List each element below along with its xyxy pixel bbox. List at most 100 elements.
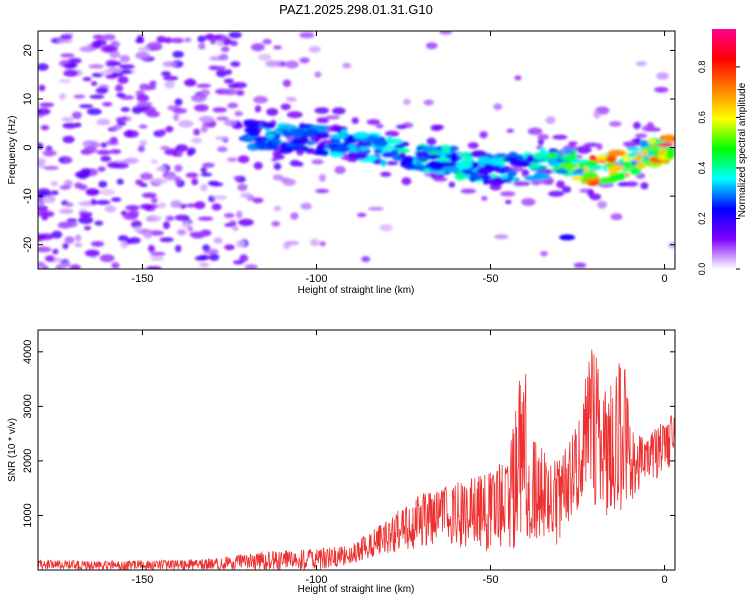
colorbar: 0.0 0.2 0.4 0.6 0.8 Normalized spectral ampl…	[697, 29, 748, 275]
spectrogram-blob	[60, 53, 75, 58]
spectrogram-blob	[290, 212, 299, 220]
spectrogram-blob	[625, 181, 639, 187]
spectrogram-blob	[119, 64, 135, 70]
spectrogram-blob	[163, 221, 170, 230]
spectrogram-blob	[38, 108, 51, 116]
spectrogram-ridge-blob	[623, 161, 633, 169]
spectrogram-blob	[137, 145, 145, 153]
spectrogram-blob	[583, 142, 600, 147]
spectrogram-feature	[559, 234, 576, 241]
spectrogram-blob	[224, 244, 235, 251]
spectrogram-blob	[38, 246, 52, 253]
spectrogram-ridge-blob	[266, 132, 275, 139]
spectrogram-blob	[299, 57, 310, 64]
spectrogram-blob	[232, 226, 239, 231]
spectrogram-blob	[489, 183, 502, 191]
spectrogram-blob	[244, 264, 258, 269]
spectrogram-blob	[63, 69, 79, 77]
spectrogram-ridge-blob	[588, 161, 598, 166]
colorbar-tick-label: 0.2	[697, 212, 707, 225]
spectrogram-blob	[57, 38, 73, 44]
spectrogram-blob	[609, 121, 622, 127]
x-tick-label: -100	[305, 574, 327, 586]
spectrogram-blob	[221, 46, 230, 53]
spectrogram-ridge-blob	[279, 148, 292, 154]
spectrogram-blob	[596, 143, 603, 151]
spectrogram-blob	[218, 53, 229, 61]
spectrogram-ridge-blob	[290, 127, 305, 134]
spectrogram-ridge-blob	[404, 155, 414, 165]
spectrogram-ridge-blob	[303, 129, 320, 138]
spectrogram-ridge-blob	[454, 172, 467, 181]
spectrogram-blob	[82, 76, 92, 82]
spectrogram-blob	[239, 254, 249, 262]
spectrogram-blob	[597, 200, 607, 209]
spectrogram-blob	[174, 164, 183, 172]
spectrogram-ridge-blob	[442, 166, 460, 173]
spectrogram-blob	[282, 79, 292, 88]
spectrogram-blob	[537, 138, 545, 146]
spectrogram-ridge-blob	[333, 146, 350, 153]
spectrogram-blob	[610, 213, 623, 221]
spectrogram-blob	[257, 53, 272, 61]
spectrogram-blob	[98, 180, 108, 188]
spectrogram-blob	[357, 212, 367, 218]
spectrogram-blob	[423, 99, 434, 106]
spectrogram-blob	[74, 242, 82, 248]
spectrogram-ridge-blob	[483, 164, 496, 171]
snr-y-label: SNR (10 * v/v)	[7, 418, 18, 482]
spectrogram-ridge-blob	[574, 167, 585, 173]
spectrogram-blob	[109, 51, 121, 59]
spectrogram-blob	[43, 165, 59, 170]
spectrogram-blob	[111, 72, 124, 77]
spectrogram-blob	[211, 182, 224, 187]
spectrogram-ridge-blob	[423, 154, 441, 160]
spectrogram-blob	[284, 240, 300, 246]
spectrogram-blob	[200, 167, 207, 173]
spectrogram-blob	[200, 89, 210, 97]
spectrogram-blob	[216, 40, 224, 47]
spectrogram-blob	[95, 39, 107, 46]
spectrogram-blob	[253, 96, 268, 104]
spectrogram-blob	[200, 125, 208, 133]
spectrogram-blob	[212, 107, 227, 113]
spectrogram-blob	[223, 213, 235, 218]
spectrogram-blob	[253, 161, 263, 170]
spectrogram-blob	[165, 173, 177, 181]
spectrogram-blob	[44, 255, 55, 262]
spectrogram-blob	[593, 110, 601, 119]
spectrogram-blob	[170, 37, 184, 44]
spectrogram-blob	[202, 244, 211, 251]
spectrogram-y-label: Frequency (Hz)	[7, 116, 18, 185]
spectrogram-ridge-blob	[516, 162, 531, 167]
spectrogram-blob	[385, 161, 399, 166]
spectrogram-blob	[325, 115, 341, 120]
x-tick-label: -50	[483, 574, 499, 586]
colorbar-tick-label: 0.8	[697, 61, 707, 74]
spectrogram-ridge-blob	[330, 151, 345, 158]
spectrogram-blob	[332, 107, 346, 115]
spectrogram-blob	[208, 65, 219, 71]
spectrogram-blob	[90, 198, 97, 206]
spectrogram-blob	[135, 38, 145, 44]
spectrogram-blob	[148, 244, 155, 253]
spectrogram-blob	[197, 216, 214, 221]
spectrogram-ridge-blob	[330, 133, 348, 140]
spectrogram-blob	[66, 218, 78, 223]
spectrogram-ridge-blob	[477, 156, 492, 164]
spectrogram-ridge-blob	[507, 169, 517, 177]
spectrogram-blob	[285, 60, 299, 69]
spectrogram-ridge-blob	[357, 141, 373, 147]
spectrogram-blob	[230, 61, 241, 67]
spectrogram-blob	[633, 121, 641, 130]
spectrogram-blob	[175, 144, 188, 152]
spectrogram-blob	[60, 34, 73, 40]
spectrogram-ridge-blob	[657, 142, 674, 147]
spectrogram-blob	[143, 231, 153, 239]
spectrogram-blob	[38, 261, 46, 269]
spectrogram-blob	[200, 172, 213, 177]
spectrogram-blob	[165, 125, 174, 133]
spectrogram-blob	[139, 182, 148, 188]
spectrogram-ridge-blob	[399, 152, 406, 159]
spectrogram-blob	[319, 241, 326, 247]
